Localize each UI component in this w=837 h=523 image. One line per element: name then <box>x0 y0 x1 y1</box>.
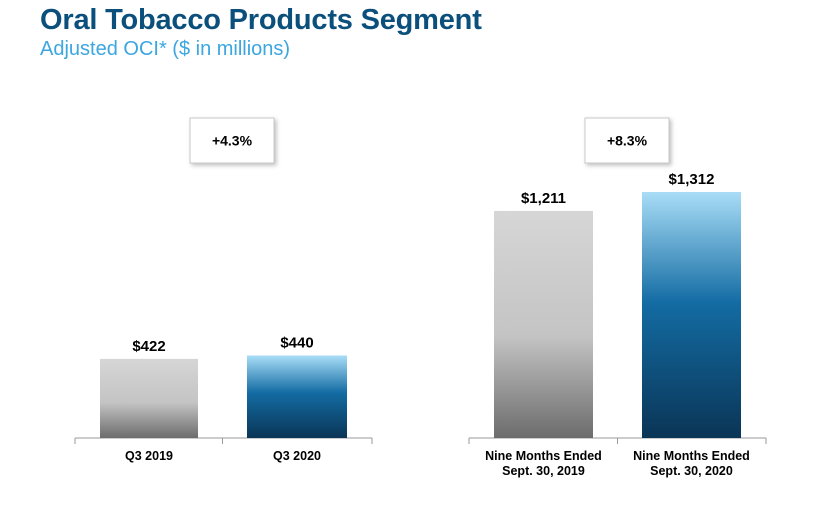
change-badge <box>189 117 275 164</box>
bar-value-label: $1,211 <box>521 190 566 207</box>
bar-1 <box>100 358 198 438</box>
change-badge <box>584 117 670 164</box>
bar-2 <box>247 355 347 438</box>
x-tick-label: Q3 2019 <box>125 449 173 463</box>
x-tick-label: Sept. 30, 2020 <box>650 464 733 478</box>
change-percent-label: +8.3% <box>607 133 648 149</box>
bar-value-label: $440 <box>280 335 313 352</box>
change-percent-label: +4.3% <box>212 133 253 149</box>
x-tick-label: Nine Months Ended <box>633 449 750 463</box>
chart-1: $422 Q3 2019 $440 Q3 2020 +4.3% <box>74 117 373 463</box>
page-title: Oral Tobacco Products Segment <box>40 4 482 36</box>
bar-2 <box>642 192 741 438</box>
bar-1 <box>494 210 593 438</box>
x-tick-label: Nine Months Ended <box>485 449 602 463</box>
x-tick-label: Q3 2020 <box>273 449 321 463</box>
page-subtitle: Adjusted OCI* ($ in millions) <box>40 38 291 60</box>
x-tick-label: Sept. 30, 2019 <box>502 464 585 478</box>
bar-value-label: $1,312 <box>669 171 715 188</box>
bar-value-label: $422 <box>132 338 165 355</box>
